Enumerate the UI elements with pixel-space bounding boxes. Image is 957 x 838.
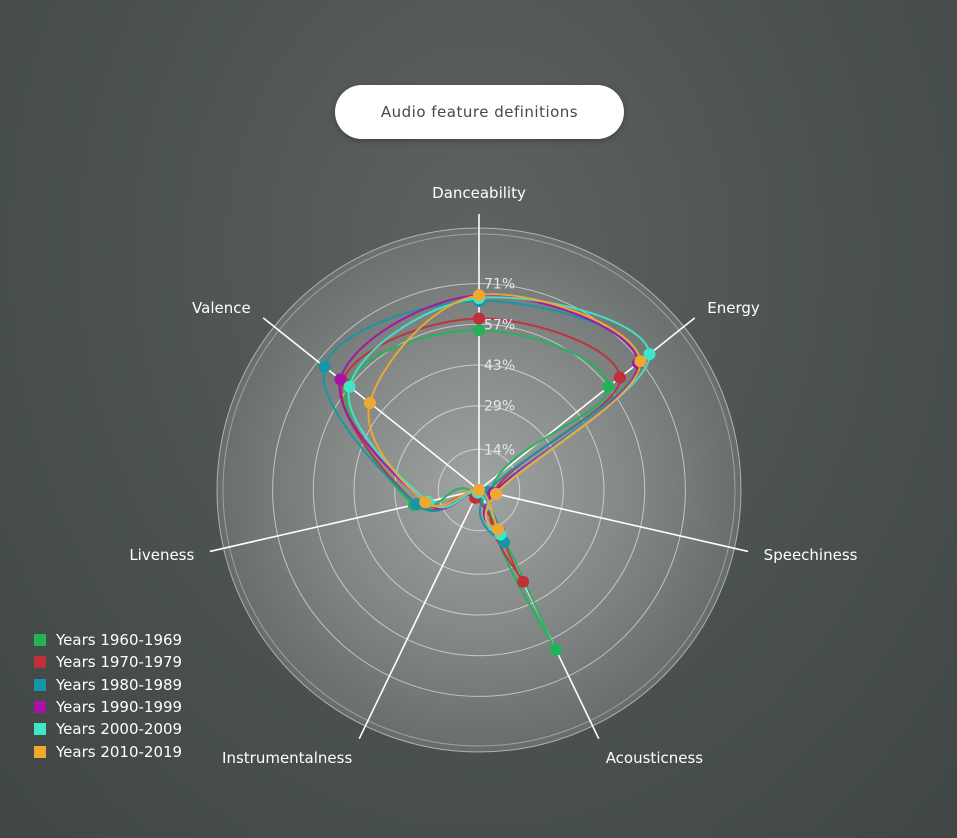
legend-swatch	[34, 723, 46, 736]
legend-swatch	[34, 656, 46, 669]
axis-label-danceability: Danceability	[432, 184, 526, 202]
legend-label: Years 2000-2009	[56, 720, 183, 739]
radial-tick-label: 57%	[484, 317, 515, 333]
legend-swatch	[34, 678, 46, 691]
axis-label-liveness: Liveness	[129, 546, 194, 564]
legend-swatch	[34, 701, 46, 714]
legend: Years 1960-1969 Years 1970-1979 Years 1980…	[34, 629, 182, 763]
radial-tick-label: 43%	[484, 358, 515, 374]
series-point	[643, 348, 656, 361]
axis-line-instrumentalness	[358, 489, 480, 740]
series-point	[491, 523, 504, 536]
axis-label-acousticness: Acousticness	[606, 749, 704, 767]
legend-swatch	[34, 634, 46, 647]
series-years-2010-2019	[363, 289, 647, 536]
audio-feature-definitions-button[interactable]: Audio feature definitions	[335, 85, 624, 139]
radial-tick-label: 14%	[484, 442, 515, 458]
series-point	[549, 643, 562, 656]
axis-line-speechiness	[478, 489, 749, 553]
axis-label-valence: Valence	[192, 299, 251, 317]
series-point	[473, 312, 485, 325]
series-point	[602, 380, 615, 393]
axis-label-energy: Energy	[707, 299, 760, 317]
legend-item[interactable]: Years 2010-2019	[34, 740, 182, 762]
series-point	[318, 360, 331, 373]
series-point	[363, 397, 376, 409]
series-point	[517, 575, 530, 588]
axis-label-speechiness: Speechiness	[764, 546, 858, 564]
legend-label: Years 1970-1979	[56, 653, 183, 672]
series-point	[490, 487, 502, 500]
radial-tick-label: 71%	[484, 277, 515, 293]
series-point	[613, 371, 626, 384]
legend-label: Years 1980-1989	[56, 675, 183, 694]
series-point	[334, 373, 347, 386]
legend-item[interactable]: Years 2000-2009	[34, 718, 182, 740]
legend-label: Years 1990-1999	[56, 698, 183, 717]
series-line	[344, 329, 610, 651]
series-point	[473, 324, 485, 337]
series-point	[343, 380, 356, 393]
radial-tick-label: 29%	[484, 399, 515, 415]
legend-swatch	[34, 745, 46, 758]
legend-label: Years 1960-1969	[56, 631, 183, 650]
series-point	[473, 289, 485, 302]
legend-item[interactable]: Years 1980-1989	[34, 674, 182, 696]
legend-item[interactable]: Years 1990-1999	[34, 696, 182, 718]
legend-label: Years 2010-2019	[56, 742, 183, 761]
legend-item[interactable]: Years 1970-1979	[34, 651, 182, 673]
series-point	[419, 496, 432, 509]
axis-label-instrumentalness: Instrumentalness	[222, 749, 352, 767]
axis-line-liveness	[209, 489, 480, 553]
series-point	[634, 355, 647, 368]
legend-item[interactable]: Years 1960-1969	[34, 629, 182, 651]
series-point	[473, 484, 485, 496]
axis-line-energy	[478, 317, 696, 491]
